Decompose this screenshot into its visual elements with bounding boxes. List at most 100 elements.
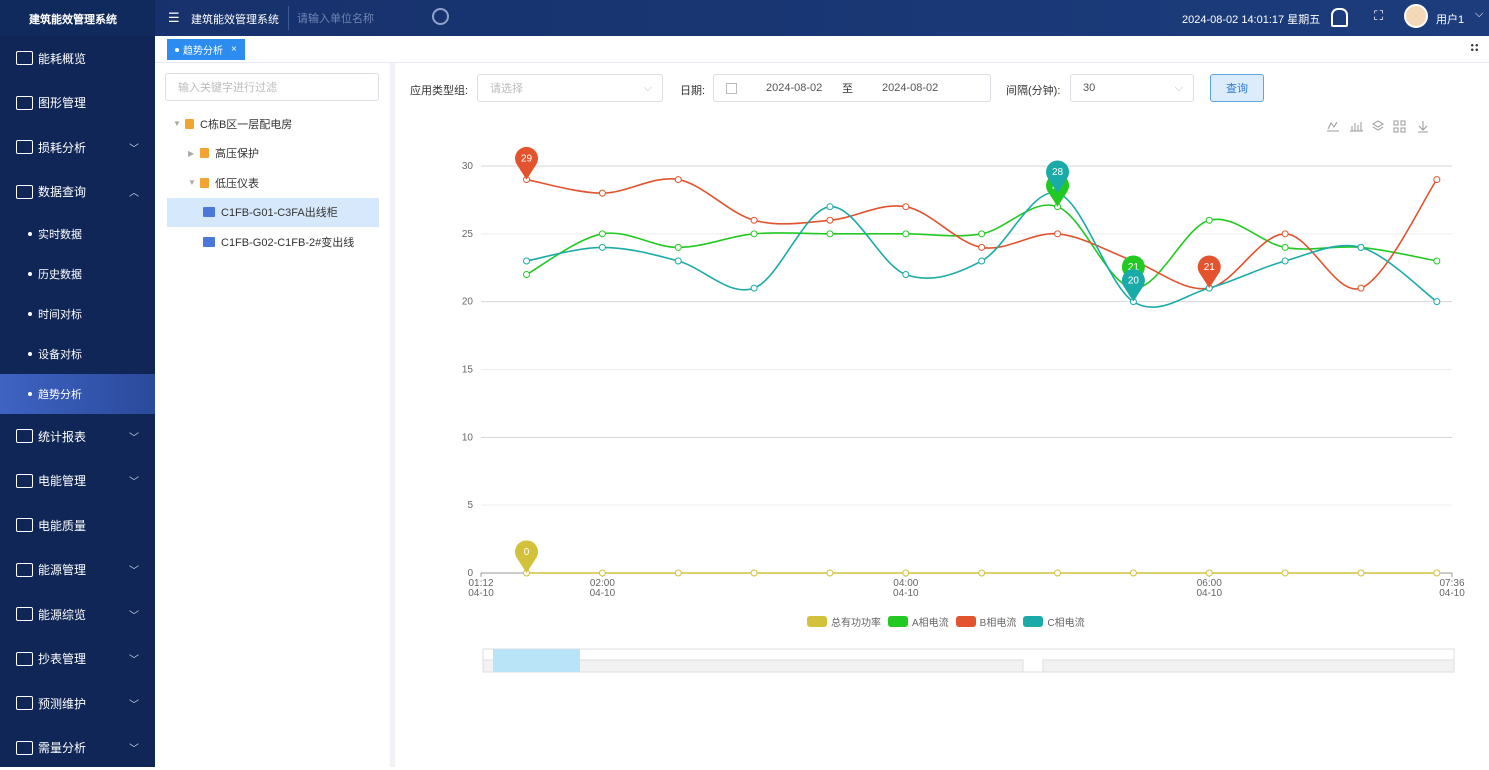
x-tick-label: 01:12 04-10 xyxy=(468,578,494,599)
tree-arrow: ▶ xyxy=(188,148,195,158)
sidebar-subitem[interactable]: 设备对标 xyxy=(0,334,155,374)
legend-item[interactable]: C相电流 xyxy=(1023,614,1085,629)
sidebar-subitem[interactable]: 实时数据 xyxy=(0,214,155,254)
tree-node[interactable]: C1FB-G02-C1FB-2#变出线 xyxy=(167,227,379,257)
menu-label: 实时数据 xyxy=(38,229,82,241)
stack-tool[interactable] xyxy=(1372,120,1384,131)
sidebar-subitem[interactable]: 趋势分析 xyxy=(0,374,155,414)
sidebar-item[interactable]: 图形管理 xyxy=(0,81,155,126)
data-point xyxy=(674,569,682,577)
query-button[interactable]: 查询 xyxy=(1210,74,1264,102)
chevron: ﹀ xyxy=(129,655,139,667)
legend-item[interactable]: B相电流 xyxy=(955,614,1016,629)
chevron: ⌵ xyxy=(643,81,652,94)
data-point xyxy=(1281,569,1289,577)
legend-item[interactable]: A相电流 xyxy=(888,614,949,629)
data-point xyxy=(978,230,986,238)
tree-filter[interactable]: 输入关键字进行过滤 xyxy=(165,73,379,101)
data-point xyxy=(978,257,986,265)
sidebar-item[interactable]: 需量分析 ﹀ xyxy=(0,726,155,768)
data-point xyxy=(523,257,531,265)
data-point xyxy=(523,271,531,279)
x-tick-label: 06:00 04-10 xyxy=(1196,578,1223,599)
data-point xyxy=(1357,284,1365,292)
save-tool[interactable] xyxy=(1418,121,1428,133)
menu-toggle[interactable]: ☰ xyxy=(168,10,180,25)
bar-tool[interactable] xyxy=(1350,122,1363,132)
tree-node[interactable]: ▼ 低压仪表 xyxy=(167,168,379,198)
tab[interactable]: 趋势分析 × xyxy=(167,39,245,60)
device-icon xyxy=(203,236,215,247)
legend-item[interactable]: 总有功功率 xyxy=(807,614,881,629)
avatar[interactable] xyxy=(1404,4,1428,28)
sidebar-item[interactable]: 电能管理 ﹀ xyxy=(0,459,155,504)
legend: 总有功功率 A相电流 B相电流 C相电流 xyxy=(807,614,1085,629)
fullscreen-icon[interactable]: ⛶ xyxy=(1374,8,1384,23)
y-tick-label: 0 xyxy=(467,568,473,579)
layout-icon[interactable] xyxy=(1470,43,1479,52)
mark-label: 21 xyxy=(1128,262,1140,273)
menu-label: 抄表管理 xyxy=(38,652,87,667)
data-point xyxy=(1357,569,1365,577)
tab-bar: 趋势分析 × xyxy=(155,36,1489,63)
data-point xyxy=(1281,230,1289,238)
data-point xyxy=(902,271,910,279)
chart-area: 0510152025300272129212820 01:12 04-1002:… xyxy=(395,63,1489,767)
tree-node[interactable]: ▶ 高压保护 xyxy=(167,139,379,169)
data-point xyxy=(674,176,682,184)
tree-label: C1FB-G01-C3FA出线柜 xyxy=(221,207,338,220)
system-title: 建筑能效管理系统 xyxy=(29,14,117,26)
menu-icon xyxy=(16,562,33,577)
tiled-tool[interactable] xyxy=(1393,120,1406,133)
sidebar-item[interactable]: 数据查询 ︿ xyxy=(0,170,155,215)
data-point xyxy=(1433,298,1441,306)
chevron: ﹀ xyxy=(129,610,139,622)
sidebar: 能耗概览 图形管理 损耗分析 ﹀ 数据查询 ︿ 实时数据历史数据时间对标 设备对标趋势分析统计… xyxy=(0,36,155,767)
chevron: ﹀ xyxy=(129,744,139,756)
sidebar-item[interactable]: 电能质量 xyxy=(0,503,155,548)
search-input[interactable]: 请输入单位名称 xyxy=(297,13,374,25)
nav-title: 建筑能效管理系统 xyxy=(191,14,279,26)
sidebar-item[interactable]: 能耗概览 xyxy=(0,36,155,81)
tree-arrow: ▼ xyxy=(188,178,196,188)
type-group-select[interactable]: 请选择 ⌵ xyxy=(477,74,663,102)
chevron: ︿ xyxy=(129,188,139,200)
type-group-label: 应用类型组: xyxy=(410,85,469,97)
sidebar-item[interactable]: 能源管理 ﹀ xyxy=(0,548,155,593)
chevron: ﹀ xyxy=(129,477,139,489)
zoom-preview xyxy=(482,659,1024,673)
divider xyxy=(288,6,289,30)
menu-label: 趋势分析 xyxy=(38,389,82,401)
tree-node[interactable]: ▼ C栋B区一层配电房 xyxy=(167,109,379,139)
chart: 0510152025300272129212820 xyxy=(462,146,1453,579)
date-start: 2024-08-02 xyxy=(766,82,823,94)
sidebar-item[interactable]: 抄表管理 ﹀ xyxy=(0,637,155,682)
mark-label: 20 xyxy=(1128,276,1140,287)
sidebar-item[interactable]: 能源综览 ﹀ xyxy=(0,592,155,637)
brand-area xyxy=(0,0,155,36)
menu-icon xyxy=(16,51,33,66)
zoom-window[interactable] xyxy=(493,649,580,672)
legend-label: A相电流 xyxy=(912,618,949,629)
date-label: 日期: xyxy=(680,85,706,97)
date-range[interactable]: 2024-08-02 至 2024-08-02 xyxy=(713,74,991,102)
data-point xyxy=(1433,257,1441,265)
bell-icon[interactable] xyxy=(1331,8,1348,27)
legend-swatch xyxy=(888,616,908,627)
sidebar-subitem[interactable]: 时间对标 xyxy=(0,294,155,334)
user-name[interactable]: 用户1 xyxy=(1436,14,1465,26)
sidebar-item[interactable]: 损耗分析 ﹀ xyxy=(0,125,155,170)
interval-select[interactable]: 30 ⌵ xyxy=(1070,74,1194,102)
sidebar-subitem[interactable]: 历史数据 xyxy=(0,254,155,294)
mark-label: 28 xyxy=(1052,167,1064,178)
menu-label: 历史数据 xyxy=(38,269,82,281)
sidebar-item[interactable]: 统计报表 ﹀ xyxy=(0,414,155,459)
search-icon[interactable] xyxy=(432,8,449,25)
tab-close[interactable]: × xyxy=(231,44,237,55)
tree-node[interactable]: C1FB-G01-C3FA出线柜 xyxy=(167,197,379,227)
sidebar-item[interactable]: 预测维护 ﹀ xyxy=(0,681,155,726)
legend-label: C相电流 xyxy=(1047,618,1085,629)
user-chevron[interactable]: ⌵ xyxy=(1475,8,1484,20)
line-tool[interactable] xyxy=(1327,121,1339,132)
data-point xyxy=(598,230,606,238)
